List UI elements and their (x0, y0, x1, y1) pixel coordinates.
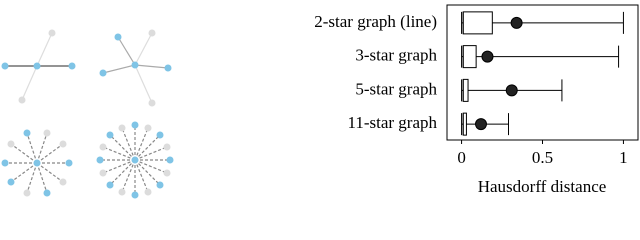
y-tick-label: 3-star graph (355, 46, 437, 65)
star-graph-diagrams (1, 29, 174, 199)
mean-marker (481, 50, 494, 63)
box (462, 11, 493, 35)
figure: Hausdorff distance 0 0.5 1 2-star graph (li… (1, 4, 639, 199)
mean-marker (510, 16, 523, 29)
box (462, 45, 477, 69)
x-tick-label: 0 (457, 148, 466, 167)
star-graph-11 (96, 121, 174, 199)
mean-marker (474, 118, 487, 131)
mean-marker (505, 84, 518, 97)
star-graph-2 (1, 29, 76, 104)
y-tick-label: 11-star graph (347, 113, 437, 132)
star-graph-5 (1, 129, 73, 197)
x-tick-label: 0.5 (532, 148, 553, 167)
y-tick-label: 2-star graph (line) (314, 12, 437, 31)
star-graph-3 (99, 29, 172, 107)
x-axis-label: Hausdorff distance (478, 177, 607, 196)
box (462, 78, 469, 102)
x-tick-label: 1 (619, 148, 628, 167)
y-tick-label: 5-star graph (355, 79, 437, 98)
